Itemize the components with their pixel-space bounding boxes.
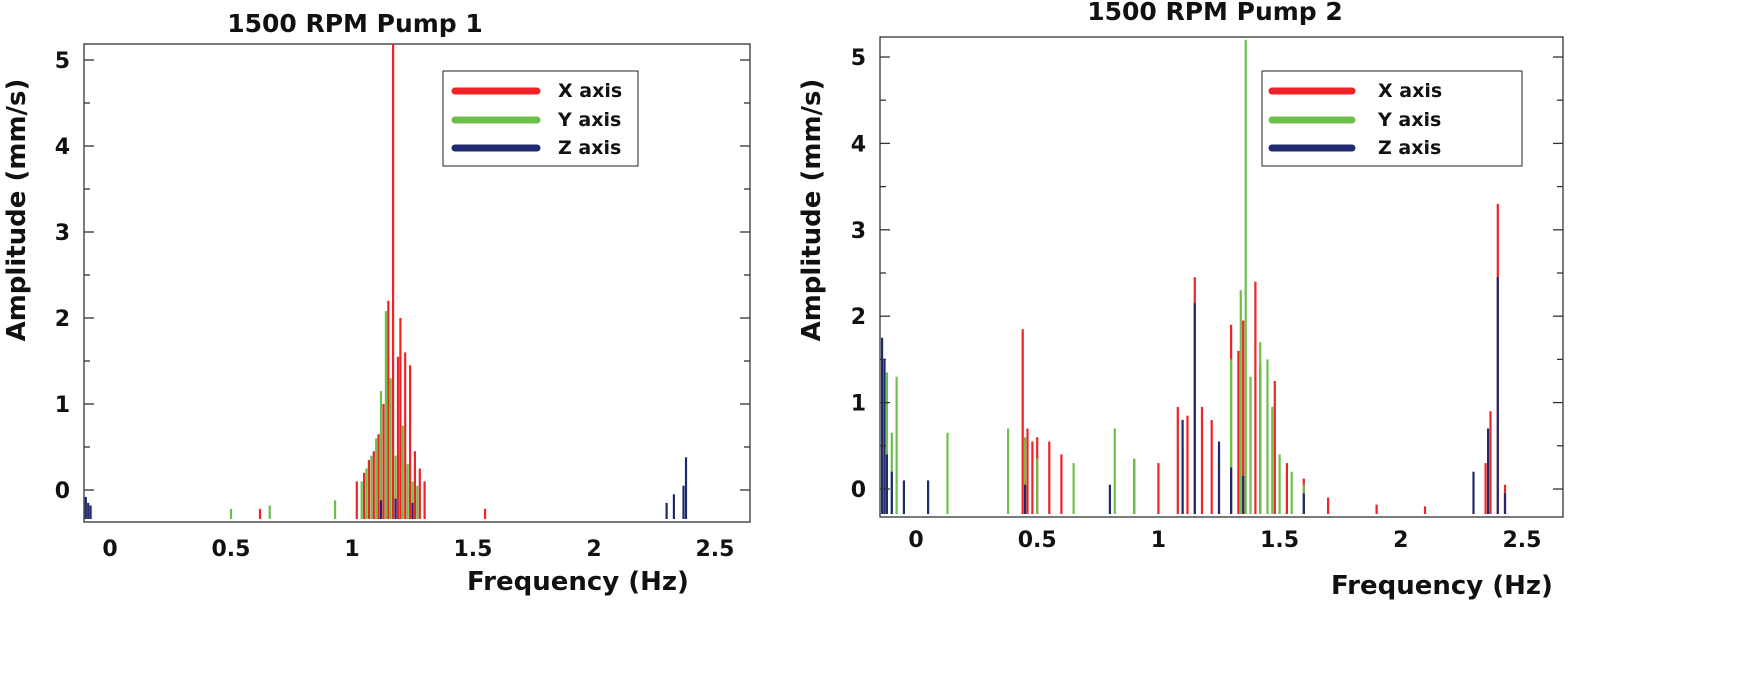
chart-2-xtick-label-1: 0.5 [1018, 528, 1057, 553]
chart-2-xtick-label-0: 0 [908, 528, 923, 553]
chart-2-x-ticks: 0 0.5 1 1.5 2 2.5 [908, 528, 1541, 553]
chart-1-bars [84, 44, 688, 519]
chart-1-ytick-label-2: 2 [55, 307, 70, 332]
chart-1-title: 1500 RPM Pump 1 [227, 9, 483, 38]
chart-1-legend: X axis Y axis Z axis [442, 70, 639, 167]
chart-pump-2: 1500 RPM Pump 2 0 1 2 3 4 5 0 0.5 1 1.5 2 2.5 Freq… [797, 0, 1564, 601]
chart-1-ytick-label-4: 4 [55, 135, 70, 160]
chart-2-title: 1500 RPM Pump 2 [1087, 0, 1343, 26]
chart-2-ytick-label-4: 4 [851, 132, 866, 157]
chart-2-y-ticks: 0 1 2 3 4 5 [851, 46, 1563, 503]
chart-2-bars [880, 39, 1507, 514]
chart-1-x-ticks: 0 0.5 1 1.5 2 2.5 [102, 537, 734, 562]
chart-2-ytick-label-3: 3 [851, 219, 866, 244]
chart-2-xtick-label-4: 2 [1393, 528, 1408, 553]
chart-2-x-axis-label: Frequency (Hz) [1331, 571, 1553, 601]
chart-2-ytick-label-1: 1 [851, 392, 866, 417]
chart-pump-1: 1500 RPM Pump 1 0 1 2 3 4 5 0 0.5 1 1.5 2 2.5 Freq… [2, 9, 751, 597]
chart-2-ytick-label-2: 2 [851, 305, 866, 330]
chart-1-ytick-label-5: 5 [55, 49, 70, 74]
chart-1-xtick-label-2: 1 [344, 537, 359, 562]
chart-2-legend-label-z: Z axis [1378, 137, 1441, 159]
chart-1-x-axis-label: Frequency (Hz) [467, 567, 689, 597]
chart-1-ytick-label-0: 0 [55, 479, 70, 504]
chart-2-xtick-label-3: 1.5 [1260, 528, 1299, 553]
chart-1-ytick-label-1: 1 [55, 393, 70, 418]
chart-2-legend-label-x: X axis [1378, 80, 1442, 102]
chart-1-legend-label-z: Z axis [558, 137, 621, 159]
chart-1-xtick-label-5: 2.5 [696, 537, 735, 562]
chart-1-xtick-label-4: 2 [586, 537, 601, 562]
chart-1-legend-label-x: X axis [558, 80, 622, 102]
chart-2-ytick-label-0: 0 [851, 478, 866, 503]
chart-2-y-axis-label: Amplitude (mm/s) [797, 79, 827, 342]
chart-1-legend-label-y: Y axis [557, 109, 621, 131]
chart-1-y-ticks: 0 1 2 3 4 5 [55, 49, 750, 504]
chart-2-xtick-label-2: 1 [1151, 528, 1166, 553]
chart-2-ytick-label-5: 5 [851, 46, 866, 71]
chart-2-plot-frame [879, 36, 1564, 518]
chart-1-ytick-label-3: 3 [55, 221, 70, 246]
chart-1-plot-frame [83, 43, 751, 523]
chart-2-xtick-label-5: 2.5 [1503, 528, 1542, 553]
chart-1-xtick-label-3: 1.5 [454, 537, 493, 562]
chart-2-legend: X axis Y axis Z axis [1261, 70, 1523, 167]
chart-1-y-axis-label: Amplitude (mm/s) [2, 79, 32, 342]
chart-1-xtick-label-0: 0 [102, 537, 117, 562]
chart-2-legend-label-y: Y axis [1377, 109, 1441, 131]
chart-1-xtick-label-1: 0.5 [212, 537, 251, 562]
